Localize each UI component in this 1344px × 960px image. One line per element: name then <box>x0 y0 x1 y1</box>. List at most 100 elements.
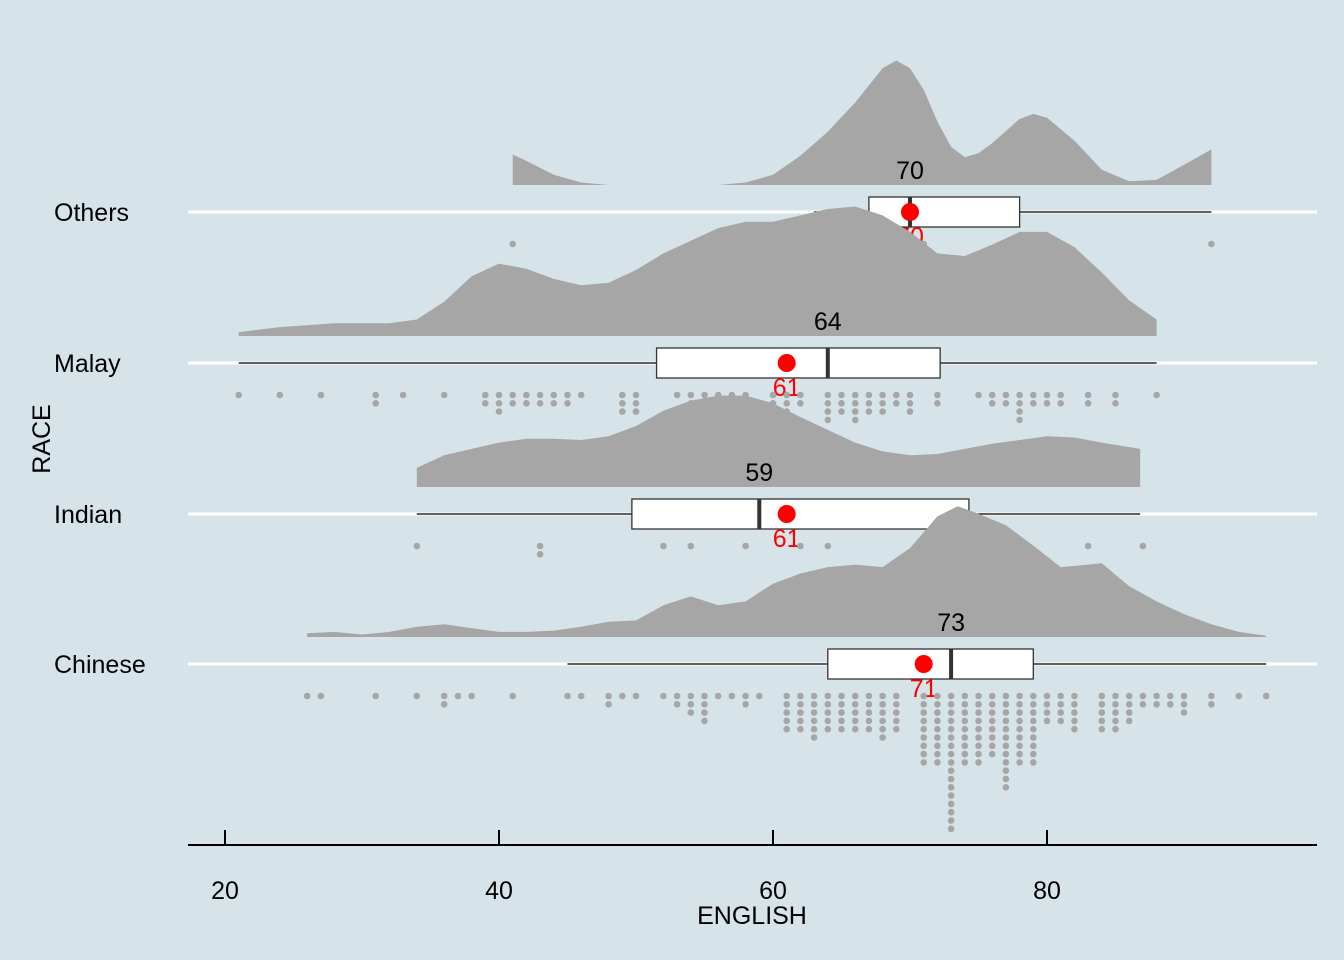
dot <box>1112 701 1119 708</box>
dot <box>372 391 380 399</box>
dot <box>920 701 927 708</box>
density-malay <box>238 206 1157 336</box>
dot <box>619 692 626 700</box>
dot <box>1030 750 1037 758</box>
density-indian <box>416 395 1141 487</box>
dot <box>961 759 969 766</box>
dot <box>975 750 982 758</box>
dot <box>920 750 927 758</box>
dot <box>687 709 695 716</box>
dot <box>838 709 845 716</box>
dot <box>1112 391 1119 399</box>
dot <box>509 391 516 399</box>
dot <box>920 742 927 750</box>
dot <box>687 692 695 700</box>
dot <box>1002 701 1010 708</box>
dot <box>1043 709 1051 716</box>
dot <box>851 400 859 407</box>
dot <box>1098 709 1106 716</box>
dot <box>468 692 475 700</box>
dot <box>317 391 325 399</box>
dot <box>536 542 544 550</box>
dot <box>1071 709 1078 716</box>
dot <box>961 709 969 716</box>
dot <box>947 817 955 824</box>
dot <box>1180 692 1188 700</box>
dot <box>824 542 832 550</box>
dot <box>947 709 955 716</box>
dot <box>1084 542 1092 550</box>
dot <box>988 725 996 733</box>
dot <box>577 391 585 399</box>
dot <box>851 725 859 733</box>
dot <box>975 391 982 399</box>
dot <box>1016 400 1023 407</box>
dot <box>1043 701 1051 708</box>
x-axis-title: ENGLISH <box>697 902 807 930</box>
dot <box>413 692 421 700</box>
dot <box>673 391 681 399</box>
dot <box>1112 717 1119 725</box>
dot <box>1139 692 1147 700</box>
dot <box>1071 701 1078 708</box>
dot <box>824 701 832 708</box>
dot <box>317 692 325 700</box>
dot <box>865 391 873 399</box>
dot <box>509 400 516 407</box>
dot <box>797 391 804 399</box>
dot <box>797 542 804 550</box>
dot <box>701 717 708 725</box>
dot <box>1043 400 1051 407</box>
dot <box>824 709 832 716</box>
dot <box>851 717 859 725</box>
dot <box>947 750 955 758</box>
dot <box>920 717 927 725</box>
dot <box>865 408 873 415</box>
dot <box>851 692 859 700</box>
dot <box>1030 692 1037 700</box>
dot <box>865 709 873 716</box>
dot <box>824 692 832 700</box>
dot <box>1071 717 1078 725</box>
dot <box>564 692 571 700</box>
dot <box>1016 750 1023 758</box>
mean-label-indian: 61 <box>773 525 801 553</box>
dot <box>810 701 818 708</box>
dot <box>934 734 941 741</box>
dot <box>947 717 955 725</box>
dot <box>920 734 927 741</box>
dot <box>783 391 790 399</box>
dot <box>276 391 284 399</box>
dots-chinese <box>303 692 1270 833</box>
dot <box>728 692 736 700</box>
dot <box>934 400 941 407</box>
dot <box>619 408 626 415</box>
dot <box>893 717 900 725</box>
dot <box>810 692 818 700</box>
category-label-others: Others <box>54 199 129 227</box>
dot <box>1071 725 1078 733</box>
dot <box>1002 692 1010 700</box>
dot <box>550 400 558 407</box>
dot <box>482 400 489 407</box>
dot <box>701 701 708 708</box>
dot <box>961 750 969 758</box>
dot <box>673 692 681 700</box>
dot <box>920 725 927 733</box>
dot <box>975 701 982 708</box>
dot <box>1125 717 1133 725</box>
dot <box>824 408 832 415</box>
dot <box>1084 391 1092 399</box>
dot <box>440 692 448 700</box>
dot <box>1098 692 1106 700</box>
dot <box>961 725 969 733</box>
dot <box>632 391 640 399</box>
dot <box>797 692 804 700</box>
dot <box>988 750 996 758</box>
dot <box>824 725 832 733</box>
dot <box>934 717 941 725</box>
dot <box>906 408 914 415</box>
dot <box>988 742 996 750</box>
dot <box>824 717 832 725</box>
